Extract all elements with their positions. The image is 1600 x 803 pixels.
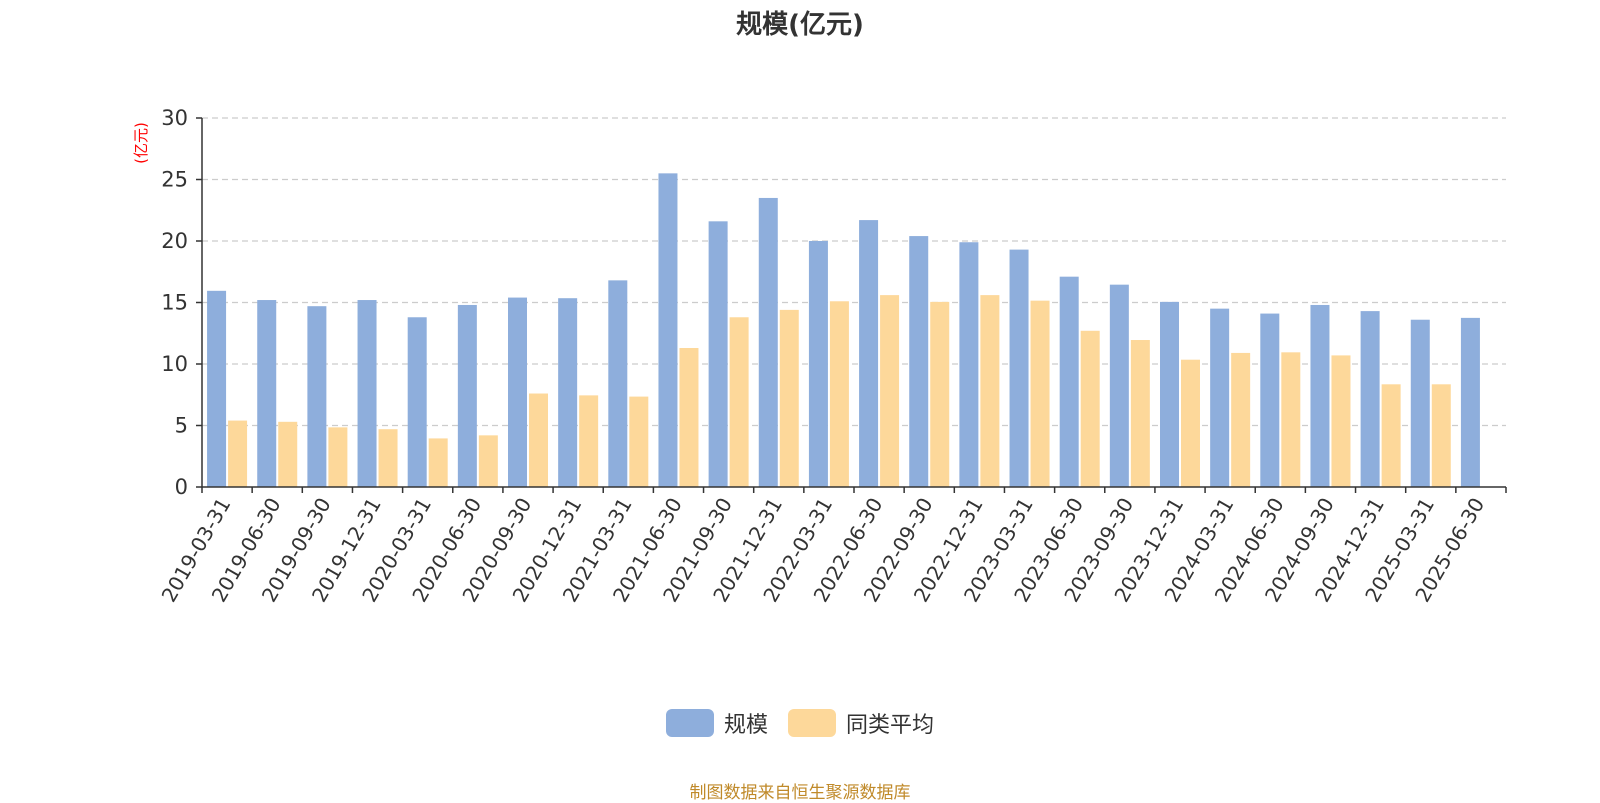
bar-scale[interactable] [1460, 317, 1480, 487]
bar-peer-average[interactable] [1130, 340, 1150, 487]
bar-peer-average[interactable] [980, 295, 1000, 487]
bar-peer-average[interactable] [1030, 300, 1050, 487]
source-note: 制图数据来自恒生聚源数据库 [689, 783, 911, 803]
y-axis-label: (亿元) [132, 122, 150, 164]
bar-scale[interactable] [1410, 319, 1430, 487]
legend: 规模 同类平均 [0, 707, 1600, 739]
y-tick-label: 30 [161, 106, 188, 130]
bar-scale[interactable] [457, 304, 477, 487]
bar-scale[interactable] [808, 241, 828, 487]
bar-scale[interactable] [257, 300, 277, 487]
y-tick-label: 10 [161, 352, 188, 376]
bar-peer-average[interactable] [328, 427, 348, 487]
legend-item-scale[interactable]: 规模 [665, 707, 768, 739]
bar-peer-average[interactable] [930, 301, 950, 487]
bar-scale[interactable] [859, 220, 879, 487]
y-tick-label: 0 [175, 475, 188, 499]
bar-peer-average[interactable] [478, 435, 498, 487]
y-tick-label: 15 [161, 291, 188, 315]
bar-scale[interactable] [1109, 284, 1129, 487]
bar-peer-average[interactable] [829, 301, 849, 487]
bar-scale[interactable] [658, 173, 678, 487]
bar-scale[interactable] [708, 221, 728, 487]
bar-peer-average[interactable] [278, 421, 298, 487]
legend-label-peer-average: 同类平均 [846, 713, 935, 738]
bar-peer-average[interactable] [629, 396, 649, 487]
bar-scale[interactable] [959, 242, 979, 487]
legend-item-peer-average[interactable]: 同类平均 [788, 707, 934, 739]
chart-title: 规模(亿元) [736, 10, 864, 40]
y-tick-label: 25 [161, 168, 188, 192]
bar-scale[interactable] [758, 197, 778, 487]
bar-peer-average[interactable] [1331, 355, 1351, 487]
bar-peer-average[interactable] [729, 317, 749, 487]
bar-peer-average[interactable] [779, 309, 799, 487]
bar-scale[interactable] [1059, 276, 1079, 487]
bar-scale[interactable] [1009, 249, 1029, 487]
bar-peer-average[interactable] [428, 438, 448, 487]
bar-scale[interactable] [1210, 308, 1230, 487]
bar-scale[interactable] [1360, 311, 1380, 487]
y-tick-label: 5 [175, 414, 188, 438]
legend-label-scale: 规模 [723, 713, 768, 738]
bar-scale[interactable] [1160, 301, 1179, 487]
bar-scale[interactable] [1260, 313, 1280, 487]
bar-peer-average[interactable] [679, 348, 699, 487]
bar-scale[interactable] [1310, 304, 1330, 487]
bar-scale[interactable] [307, 306, 327, 487]
bar-peer-average[interactable] [579, 395, 599, 487]
bar-peer-average[interactable] [529, 393, 548, 487]
bar-scale[interactable] [608, 280, 628, 487]
bar-peer-average[interactable] [378, 429, 398, 487]
bar-scale[interactable] [909, 236, 929, 487]
bar-peer-average[interactable] [1181, 359, 1200, 487]
bar-peer-average[interactable] [1381, 384, 1401, 487]
bar-scale[interactable] [357, 300, 377, 487]
bar-scale[interactable] [407, 317, 427, 487]
bar-peer-average[interactable] [1080, 330, 1100, 487]
legend-swatch-scale [665, 709, 714, 737]
bar-peer-average[interactable] [880, 295, 900, 487]
bar-peer-average[interactable] [1231, 352, 1251, 487]
bar-peer-average[interactable] [228, 420, 248, 487]
y-tick-label: 20 [161, 229, 188, 253]
legend-swatch-peer-average [788, 709, 836, 737]
bar-scale[interactable] [508, 297, 527, 487]
bar-peer-average[interactable] [1431, 384, 1451, 487]
bar-scale[interactable] [558, 298, 578, 487]
bar-scale[interactable] [207, 290, 227, 487]
bar-peer-average[interactable] [1281, 352, 1301, 487]
